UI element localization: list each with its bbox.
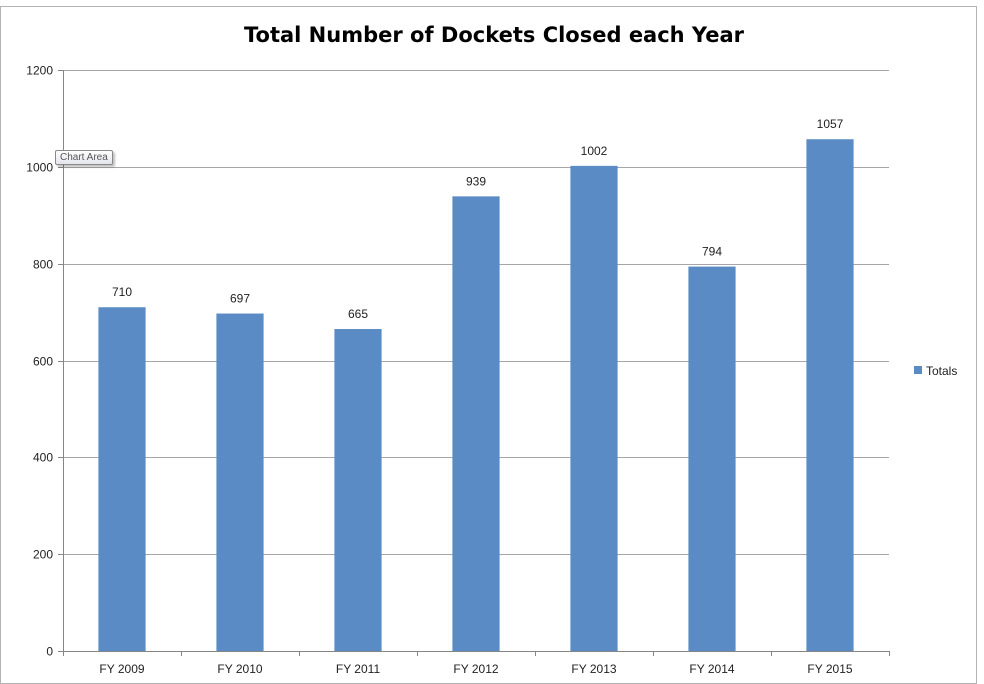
data-labels: 710 697 665 939 1002 794 1057 — [112, 117, 844, 321]
legend-label-totals: Totals — [926, 364, 957, 378]
axes — [63, 70, 889, 656]
bar-fy-2011[interactable] — [334, 329, 382, 651]
data-label: 794 — [702, 245, 722, 259]
bar-fy-2009[interactable] — [98, 307, 146, 651]
x-tick-label: FY 2010 — [217, 662, 262, 676]
bar-fy-2012[interactable] — [452, 196, 500, 651]
bar-fy-2015[interactable] — [806, 139, 854, 651]
gridlines — [63, 70, 889, 555]
data-label: 710 — [112, 285, 132, 299]
y-tick-label: 400 — [33, 451, 53, 465]
bars — [98, 139, 854, 652]
bar-fy-2010[interactable] — [216, 313, 264, 651]
data-label: 1002 — [581, 144, 608, 158]
data-label: 665 — [348, 307, 368, 321]
x-tick-label: FY 2012 — [453, 662, 498, 676]
y-tick-label: 1000 — [26, 161, 53, 175]
y-tick-label: 600 — [33, 355, 53, 369]
y-axis-tick-labels: 0 200 400 600 800 1000 1200 — [26, 64, 63, 659]
y-tick-label: 800 — [33, 258, 53, 272]
chart-title: Total Number of Dockets Closed each Year — [244, 23, 745, 47]
bar-fy-2014[interactable] — [688, 266, 736, 651]
x-axis-tick-labels: FY 2009 FY 2010 FY 2011 FY 2012 FY 2013 FY 20… — [99, 651, 890, 676]
x-tick-label: FY 2011 — [336, 662, 381, 676]
data-label: 697 — [230, 292, 250, 306]
chart-area-tooltip: Chart Area — [55, 150, 113, 165]
legend[interactable]: Totals — [914, 364, 957, 378]
legend-swatch-totals — [914, 366, 922, 374]
x-tick-label: FY 2009 — [99, 662, 144, 676]
data-label: 1057 — [817, 117, 844, 131]
x-tick-label: FY 2015 — [807, 662, 852, 676]
bar-fy-2013[interactable] — [570, 165, 618, 652]
data-label: 939 — [466, 174, 486, 188]
y-tick-label: 1200 — [26, 64, 53, 78]
y-tick-label: 0 — [46, 645, 53, 659]
y-tick-label: 200 — [33, 548, 53, 562]
x-tick-label: FY 2014 — [689, 662, 734, 676]
x-tick-label: FY 2013 — [571, 662, 616, 676]
